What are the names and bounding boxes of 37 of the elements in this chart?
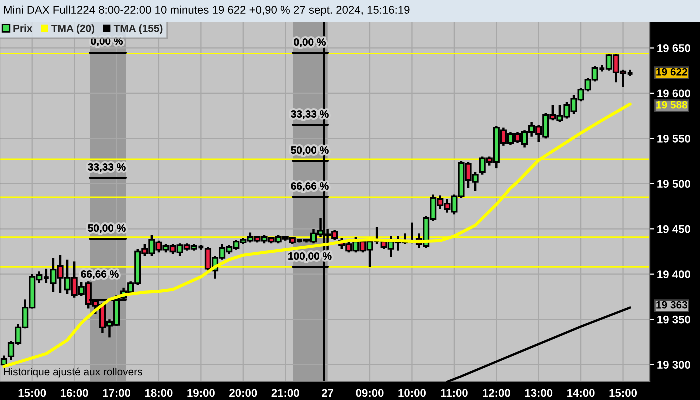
x-tick-label: 20:00 bbox=[230, 389, 258, 398]
text: 19 588 bbox=[656, 101, 688, 109]
legend-label: TMA (155) bbox=[114, 24, 163, 34]
x-tick-label: 13:00 bbox=[525, 389, 553, 398]
candlestick bbox=[0, 354, 8, 370]
legend-label: Prix bbox=[14, 24, 33, 32]
x-tick-label: 14:00 bbox=[568, 389, 595, 398]
y-tick-label: 19 500 bbox=[658, 180, 690, 188]
y-tick-label: 19 650 bbox=[658, 44, 690, 52]
annotation: Historique ajusté aux rollovers bbox=[4, 368, 142, 378]
x-tick-label: 16:00 bbox=[61, 389, 88, 398]
text: 19 622 bbox=[656, 68, 688, 76]
x-tick-label: 11:00 bbox=[441, 389, 468, 398]
x-tick-label: 18:00 bbox=[145, 389, 173, 398]
annotation: 0,00 % bbox=[91, 38, 123, 46]
text: 19 363 bbox=[656, 301, 688, 309]
annotation: 33,33 % bbox=[88, 164, 126, 172]
y-tick-label: 19 550 bbox=[658, 134, 690, 143]
y-tick-label: 19 600 bbox=[658, 90, 690, 98]
x-tick-label: 21:00 bbox=[272, 389, 300, 398]
x-tick-label: 27 bbox=[322, 389, 334, 397]
y-tick-label: 19 300 bbox=[658, 361, 690, 369]
x-tick-label: 12:00 bbox=[483, 389, 510, 398]
x-tick-label: 09:00 bbox=[356, 389, 384, 398]
y-tick-label: 19 450 bbox=[658, 225, 690, 234]
legend-label: TMA (20) bbox=[52, 24, 95, 34]
x-tick-label: 10:00 bbox=[398, 389, 426, 398]
x-tick-label: 17:00 bbox=[103, 389, 131, 398]
x-tick-label: 19:00 bbox=[188, 389, 215, 398]
x-tick-label: 15:00 bbox=[18, 389, 46, 398]
annotation: 50,00 % bbox=[88, 224, 126, 234]
x-tick-label: 15:00 bbox=[610, 389, 638, 398]
y-tick-label: 19 400 bbox=[658, 270, 690, 278]
chart-title: Mini DAX Full1224 8:00-22:00 10 minutes 19 622 +0,90 % 27 sept. 2024, 15:16:19 bbox=[4, 6, 410, 16]
line-series bbox=[446, 306, 632, 382]
y-tick-label: 19 350 bbox=[658, 316, 690, 324]
annotation: 66,66 % bbox=[81, 270, 119, 280]
